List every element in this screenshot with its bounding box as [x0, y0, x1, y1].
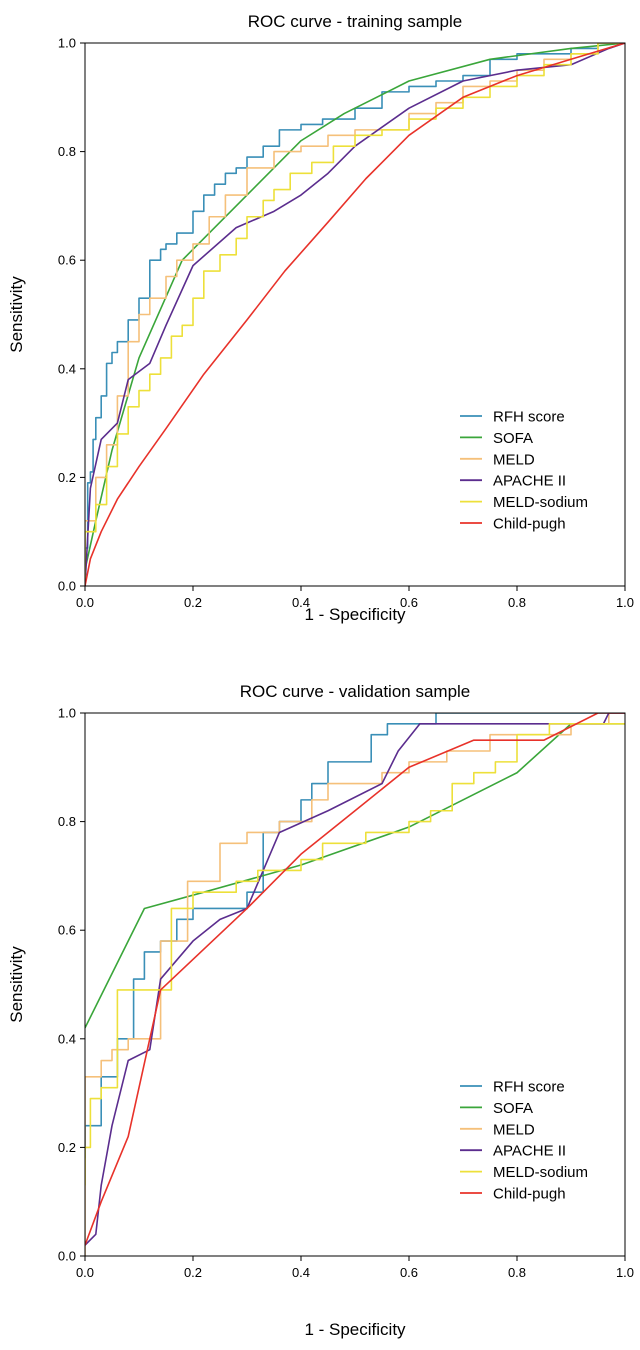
- x-tick-label: 1.0: [616, 1265, 634, 1280]
- y-tick-label: 0.8: [58, 814, 76, 829]
- legend: RFH score SOFA MELD APACHE II MELD-sodium Chi…: [460, 409, 588, 533]
- y-tick-label: 0.6: [58, 923, 76, 938]
- series-line-meld-sodium: [85, 723, 625, 1186]
- chart-panel-1: ROC curve - validation sample 1 - Specifi…: [7, 682, 634, 1339]
- x-tick-label: 0.0: [76, 1265, 94, 1280]
- y-tick-label: 1.0: [58, 706, 76, 721]
- x-tick-label: 0.8: [508, 595, 526, 610]
- legend-label: MELD: [493, 451, 535, 468]
- y-axis-label: Sensitivity: [7, 276, 26, 353]
- plot-frame: [84, 42, 626, 587]
- chart-panel-0: ROC curve - training sample 1 - Specifici…: [7, 12, 634, 624]
- chart-title: ROC curve - validation sample: [240, 682, 471, 701]
- legend-label: APACHE II: [493, 1143, 566, 1160]
- legend-label: MELD: [493, 1121, 535, 1138]
- x-axis-label: 1 - Specificity: [304, 1320, 406, 1339]
- legend-label: SOFA: [493, 430, 533, 447]
- series-line-sofa: [85, 723, 625, 1029]
- legend-label: Child-pugh: [493, 516, 566, 533]
- x-tick-label: 1.0: [616, 595, 634, 610]
- x-tick-label: 0.4: [292, 595, 310, 610]
- series-line-sofa: [85, 43, 625, 570]
- legend-label: MELD-sodium: [493, 1164, 588, 1181]
- series-line-meld-sodium: [85, 43, 625, 586]
- x-tick-label: 0.6: [400, 595, 418, 610]
- legend-label: RFH score: [493, 1079, 565, 1096]
- series-line-meld: [85, 713, 625, 1256]
- legend-label: RFH score: [493, 409, 565, 426]
- y-tick-label: 0.8: [58, 144, 76, 159]
- y-tick-label: 1.0: [58, 36, 76, 51]
- x-axis-label: 1 - Specificity: [304, 605, 406, 624]
- y-tick-label: 0.4: [58, 361, 76, 376]
- x-tick-label: 0.0: [76, 595, 94, 610]
- x-tick-label: 0.8: [508, 1265, 526, 1280]
- series-line-rfh-score: [85, 43, 625, 586]
- chart-title: ROC curve - training sample: [248, 12, 462, 31]
- y-tick-label: 0.4: [58, 1031, 76, 1046]
- x-tick-label: 0.2: [184, 595, 202, 610]
- series-line-child-pugh: [85, 43, 625, 586]
- series-line-apache-ii: [85, 43, 625, 586]
- x-tick-label: 0.4: [292, 1265, 310, 1280]
- plot-frame: [84, 712, 626, 1257]
- legend-label: MELD-sodium: [493, 494, 588, 511]
- x-tick-label: 0.2: [184, 1265, 202, 1280]
- series-line-child-pugh: [85, 713, 625, 1246]
- y-tick-label: 0.6: [58, 253, 76, 268]
- legend-label: SOFA: [493, 1100, 533, 1117]
- y-tick-label: 0.2: [58, 1140, 76, 1155]
- y-tick-label: 0.0: [58, 1249, 76, 1264]
- legend-label: APACHE II: [493, 473, 566, 490]
- legend-label: Child-pugh: [493, 1186, 566, 1203]
- y-axis-label: Sensitivity: [7, 946, 26, 1023]
- y-tick-label: 0.0: [58, 579, 76, 594]
- x-tick-label: 0.6: [400, 1265, 418, 1280]
- y-tick-label: 0.2: [58, 470, 76, 485]
- legend: RFH score SOFA MELD APACHE II MELD-sodium Chi…: [460, 1079, 588, 1203]
